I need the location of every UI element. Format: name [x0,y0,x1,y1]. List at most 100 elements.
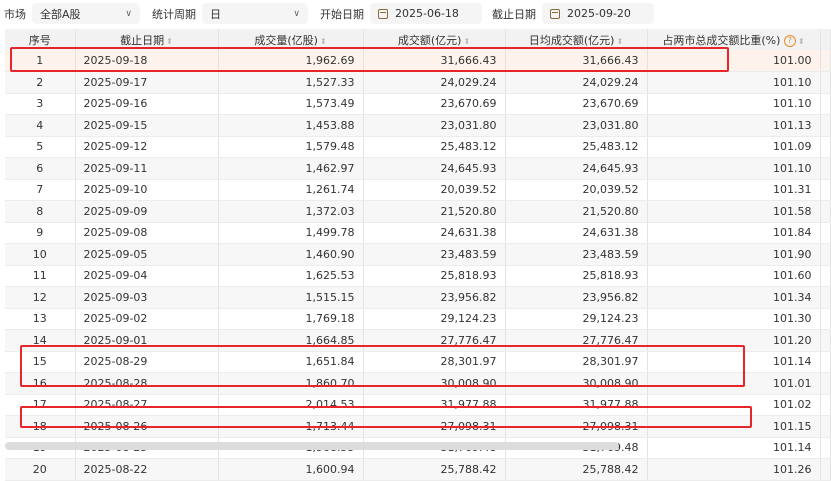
cell-extra [820,351,831,373]
cell-amount: 21,520.80 [363,200,506,223]
market-value: 全部A股 [40,7,81,21]
cell-amount: 20,039.52 [363,179,506,201]
cell-amount: 23,031.80 [363,114,506,137]
cell-extra [820,437,831,459]
cell-date: 2025-09-08 [75,222,219,244]
cell-index: 12 [5,286,76,309]
table-row[interactable]: 5 2025-09-12 1,579.48 25,483.12 25,483.12 101… [5,136,831,158]
cell-date: 2025-09-17 [75,71,219,94]
help-icon[interactable]: ? [783,34,796,47]
cell-amount: 23,483.59 [363,243,506,266]
cell-volume: 1,573.49 [218,93,364,115]
cell-extra [820,372,831,395]
cell-ratio: 101.60 [647,265,821,287]
end-date-value: 2025-09-20 [567,7,631,20]
cell-daily-avg: 23,956.82 [505,286,648,309]
cell-daily-avg: 25,483.12 [505,136,648,158]
table-row[interactable]: 6 2025-09-11 1,462.97 24,645.93 24,645.93 101… [5,157,831,180]
cell-index: 11 [5,265,76,287]
col-header-ratio[interactable]: 占两市总成交额比重(%) ? ⬍ [647,29,821,50]
cell-index: 8 [5,200,76,223]
sort-icon[interactable]: ⬍ [319,36,327,46]
chevron-down-icon: ∨ [125,8,132,19]
cell-ratio: 101.10 [647,157,821,180]
col-header-date[interactable]: 截止日期 ⬍ [75,29,219,50]
cell-ratio: 101.84 [647,222,821,244]
table-row[interactable]: 11 2025-09-04 1,625.53 25,818.93 25,818.93 10… [5,265,831,287]
chevron-down-icon: ∨ [293,8,300,19]
table-row[interactable]: 3 2025-09-16 1,573.49 23,670.69 23,670.69 101… [5,93,831,115]
cell-daily-avg: 24,631.38 [505,222,648,244]
cell-date: 2025-09-12 [75,136,219,158]
cell-ratio: 101.34 [647,286,821,309]
cell-index: 5 [5,136,76,158]
table-row[interactable]: 9 2025-09-08 1,499.78 24,631.38 24,631.38 101… [5,222,831,244]
cell-amount: 24,645.93 [363,157,506,180]
highlight-box [20,345,745,387]
cell-amount: 28,301.97 [363,351,506,373]
cell-extra [820,157,831,180]
cell-amount: 25,788.42 [363,458,506,481]
cell-date: 2025-08-22 [75,458,219,481]
cell-amount: 30,008.90 [363,372,506,395]
cell-index: 13 [5,308,76,330]
cell-date: 2025-09-09 [75,200,219,223]
cell-extra [820,243,831,266]
cell-daily-avg: 24,645.93 [505,157,648,180]
cell-extra [820,136,831,158]
table-row[interactable]: 18 2025-08-26 1,713.44 27,098.31 27,098.31 10… [5,415,831,438]
cell-daily-avg: 23,483.59 [505,243,648,266]
cell-extra [820,71,831,94]
market-select[interactable]: 全部A股 ∨ [32,3,140,24]
table-row[interactable]: 17 2025-08-27 2,014.53 31,977.88 31,977.88 10… [5,394,831,416]
col-header-volume[interactable]: 成交量(亿股) ⬍ [218,29,364,50]
cell-ratio: 101.31 [647,179,821,201]
cell-ratio: 101.00 [647,50,821,72]
table-row[interactable]: 16 2025-08-28 1,860.70 30,008.90 30,008.90 10… [5,372,831,395]
start-date-picker[interactable]: 2025-06-18 [370,3,482,24]
cell-amount: 25,818.93 [363,265,506,287]
table-row[interactable]: 13 2025-09-02 1,769.18 29,124.23 29,124.23 10… [5,308,831,330]
table-row[interactable]: 1 2025-09-18 1,962.69 31,666.43 31,666.43 101… [5,50,831,72]
cell-date: 2025-08-29 [75,351,219,373]
table-row[interactable]: 10 2025-09-05 1,460.90 23,483.59 23,483.59 10… [5,243,831,266]
table-row[interactable]: 7 2025-09-10 1,261.74 20,039.52 20,039.52 101… [5,179,831,201]
table-row[interactable]: 15 2025-08-29 1,651.84 28,301.97 28,301.97 10… [5,351,831,373]
table-row[interactable]: 12 2025-09-03 1,515.15 23,956.82 23,956.82 10… [5,286,831,309]
col-header-daily-avg[interactable]: 日均成交额(亿元) ⬍ [505,29,648,50]
cell-daily-avg: 29,124.23 [505,308,648,330]
cell-amount: 31,666.43 [363,50,506,72]
cell-ratio: 101.14 [647,437,821,459]
end-date-picker[interactable]: 2025-09-20 [542,3,654,24]
table-row[interactable]: 8 2025-09-09 1,372.03 21,520.80 21,520.80 101… [5,200,831,223]
sort-icon[interactable]: ⬍ [797,36,805,46]
period-select[interactable]: 日 ∨ [202,3,308,24]
cell-amount: 25,483.12 [363,136,506,158]
col-header-index: 序号 [5,29,76,50]
sort-icon[interactable]: ⬍ [166,36,173,46]
cell-ratio: 101.30 [647,308,821,330]
horizontal-scrollbar[interactable] [5,442,619,450]
cell-index: 15 [5,351,76,373]
cell-index: 17 [5,394,76,416]
cell-daily-avg: 31,977.88 [505,394,648,416]
table-row[interactable]: 4 2025-09-15 1,453.88 23,031.80 23,031.80 101… [5,114,831,137]
sort-icon[interactable]: ⬍ [463,36,471,46]
cell-daily-avg: 28,301.97 [505,351,648,373]
cell-extra [820,200,831,223]
cell-daily-avg: 24,029.24 [505,71,648,94]
cell-index: 16 [5,372,76,395]
cell-index: 7 [5,179,76,201]
start-date-value: 2025-06-18 [395,7,459,20]
table-row[interactable]: 2 2025-09-17 1,527.33 24,029.24 24,029.24 101… [5,71,831,94]
sort-icon[interactable]: ⬍ [616,36,624,46]
col-header-amount[interactable]: 成交额(亿元) ⬍ [363,29,506,50]
cell-index: 1 [5,50,76,72]
cell-volume: 1,860.70 [218,372,364,395]
cell-date: 2025-09-05 [75,243,219,266]
table-row[interactable]: 20 2025-08-22 1,600.94 25,788.42 25,788.42 10… [5,458,831,481]
cell-ratio: 101.09 [647,136,821,158]
cell-date: 2025-09-02 [75,308,219,330]
cell-index: 20 [5,458,76,481]
calendar-icon [378,8,388,19]
